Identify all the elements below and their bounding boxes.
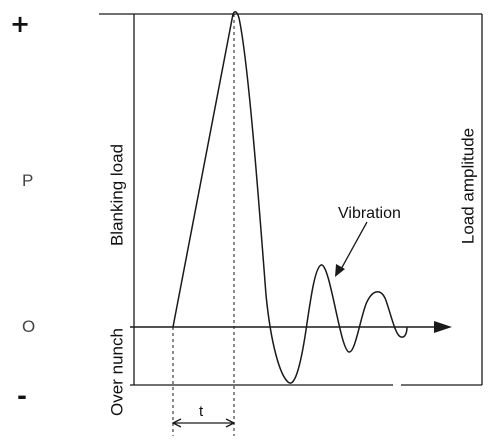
zero-axis-letter-o: O xyxy=(22,317,36,336)
positive-sign: + xyxy=(10,10,31,38)
negative-sign: - xyxy=(17,382,27,410)
over-punch-label: Over nunch xyxy=(107,328,127,416)
load-amplitude-label: Load amplitude xyxy=(458,127,478,245)
vibration-pointer xyxy=(339,221,368,272)
load-waveform xyxy=(172,11,408,384)
vibration-label: Vibration xyxy=(338,205,401,222)
time-label: t xyxy=(199,403,204,420)
time-interval-arrow-left xyxy=(171,418,182,428)
vibration-pointer-arrowhead xyxy=(335,264,345,277)
time-interval-arrow-right xyxy=(225,418,236,428)
load-axis-letter-p: P xyxy=(22,171,34,190)
zero-axis-arrowhead xyxy=(434,321,452,333)
blanking-load-label: Blanking load xyxy=(107,143,127,247)
